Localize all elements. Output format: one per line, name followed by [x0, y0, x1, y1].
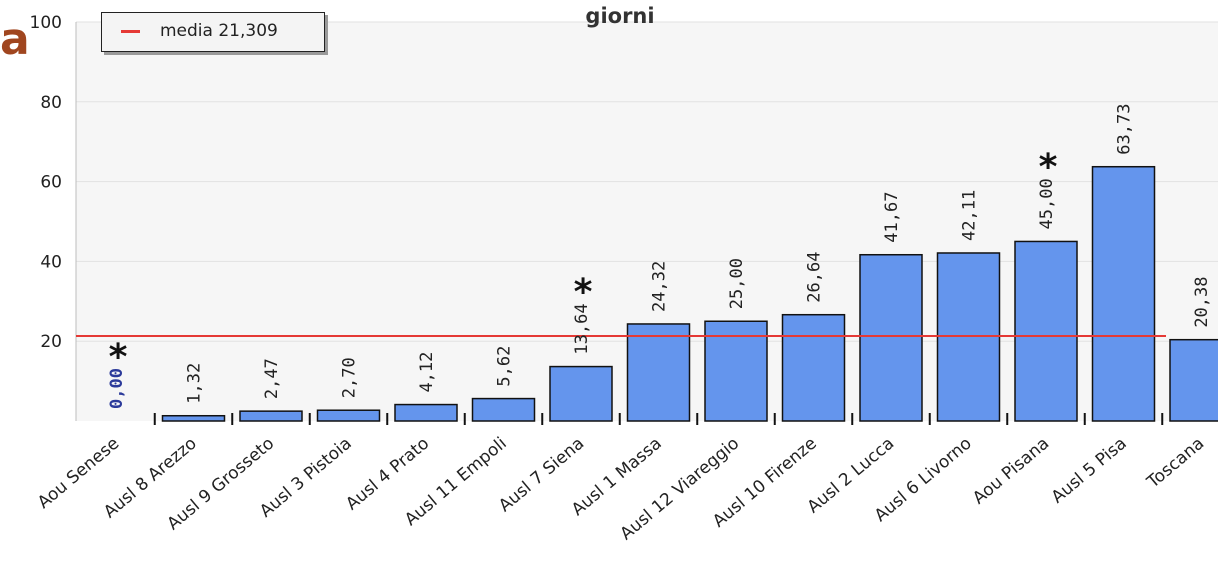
data-label: 20,38 — [1192, 276, 1212, 327]
data-label: 1,32 — [185, 363, 205, 404]
y-tick-label: 80 — [40, 93, 62, 113]
legend-swatch-mean — [121, 30, 140, 33]
chart-title: giorni — [585, 4, 655, 28]
bar — [471, 397, 536, 422]
bar — [316, 409, 381, 422]
bar — [781, 313, 846, 422]
asterisk-annotation: * — [109, 337, 128, 378]
bar — [394, 403, 458, 422]
data-label: 0,00 — [107, 368, 127, 409]
y-tick-label: 100 — [30, 13, 62, 33]
bar — [936, 252, 1001, 422]
asterisk-annotation: * — [574, 272, 593, 313]
data-labels: 0,00 1,32 2,47 2,70 4,12 5,62 13,64 24,32 25,00 2… — [107, 104, 1212, 409]
y-tick-label: 20 — [40, 332, 62, 352]
data-label: 5,62 — [495, 346, 515, 387]
asterisk-annotation: * — [1039, 147, 1058, 188]
bar — [1091, 165, 1156, 422]
x-tick-label: Ausl 5 Pisa — [1048, 434, 1131, 508]
data-label: 63,73 — [1115, 104, 1135, 155]
bar — [859, 253, 923, 422]
legend: media 21,309 — [101, 12, 325, 52]
data-label: 25,00 — [727, 258, 747, 309]
y-tick-label: 40 — [40, 252, 62, 272]
bars — [161, 165, 1218, 422]
bar — [1014, 240, 1078, 422]
y-tick-label: 60 — [40, 173, 62, 193]
bar — [626, 323, 691, 422]
data-label: 45,00 — [1037, 178, 1057, 229]
y-axis-ticks: 20 40 60 80 100 — [30, 13, 77, 421]
annotations: * * * — [109, 147, 1058, 378]
data-label: 24,32 — [650, 261, 670, 312]
bar — [239, 410, 303, 422]
x-tick-label: Aou Pisana — [969, 434, 1053, 509]
bar — [161, 414, 226, 422]
x-tick-label: Toscana — [1143, 434, 1208, 493]
legend-label-mean: media 21,309 — [160, 21, 278, 41]
data-label: 42,11 — [960, 190, 980, 241]
data-label: 2,47 — [262, 358, 282, 399]
bar — [549, 365, 613, 422]
data-label: 4,12 — [417, 352, 437, 393]
data-label: 2,70 — [340, 357, 360, 398]
bar — [1169, 338, 1218, 422]
panel-letter: a — [0, 14, 30, 65]
bar — [704, 320, 768, 422]
data-label: 41,67 — [882, 192, 902, 243]
data-label: 26,64 — [805, 252, 825, 303]
data-label: 13,64 — [572, 303, 592, 354]
